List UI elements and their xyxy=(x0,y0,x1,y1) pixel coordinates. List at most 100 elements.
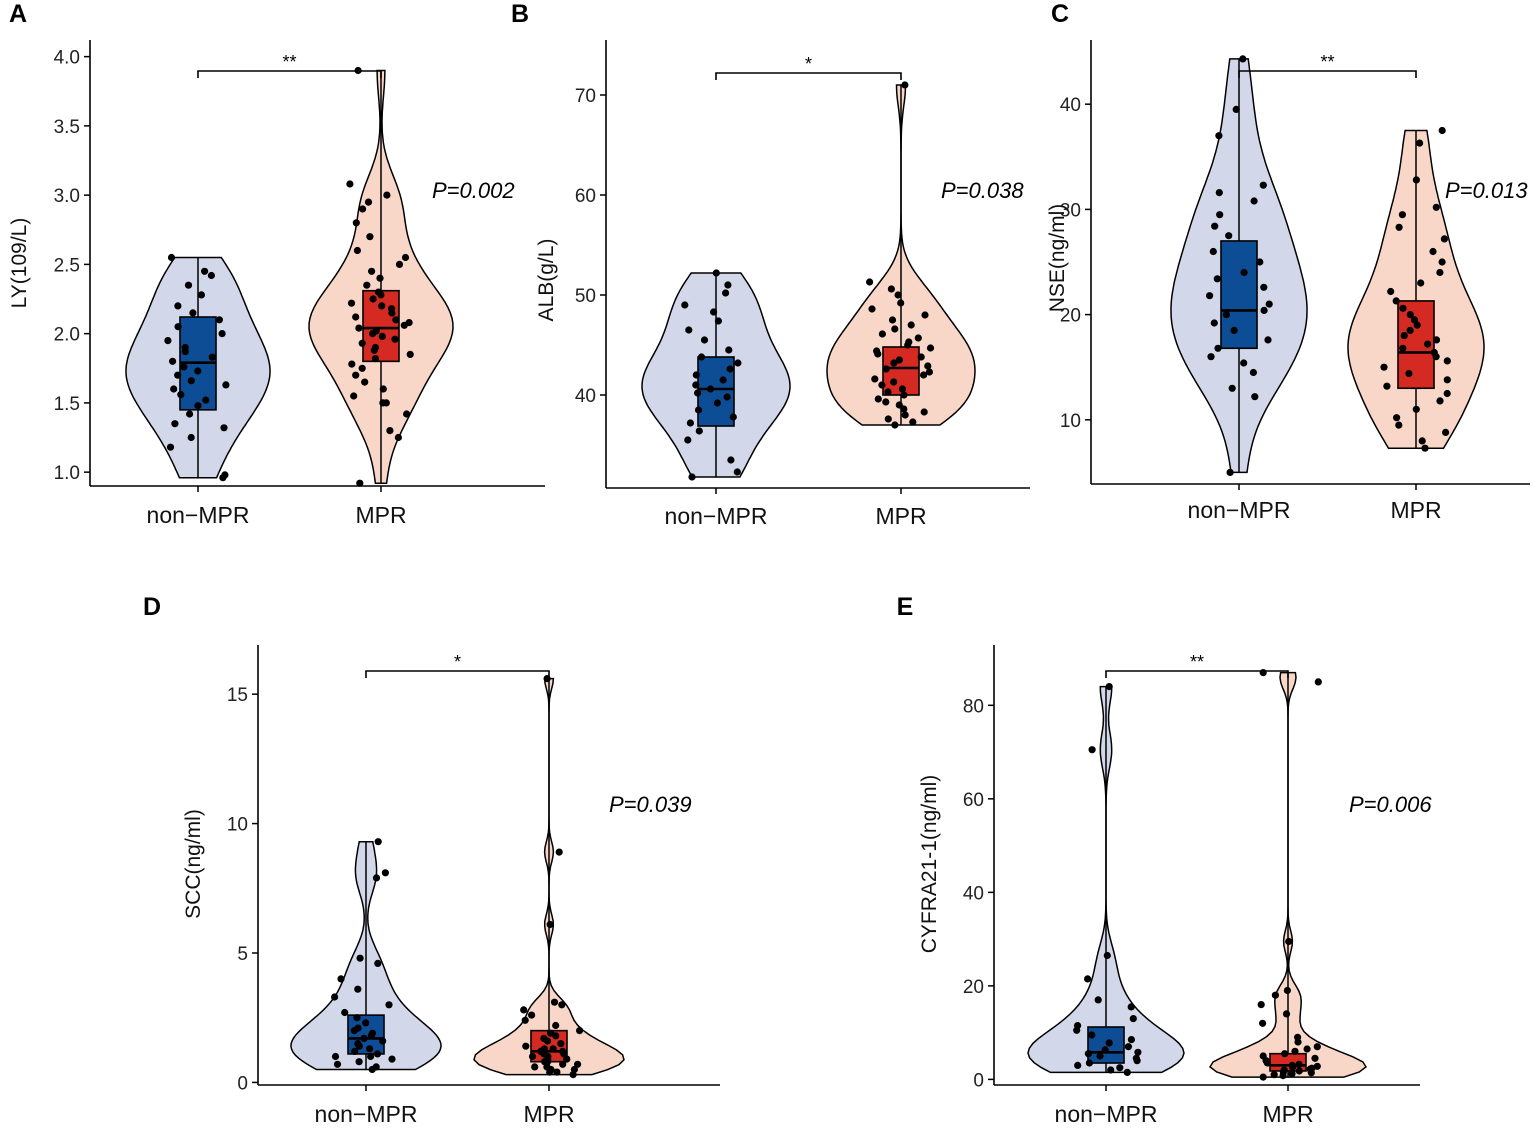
data-point xyxy=(218,330,226,338)
significance-bracket xyxy=(197,70,382,78)
data-point xyxy=(1209,247,1217,256)
data-point xyxy=(714,317,723,325)
data-point xyxy=(1103,951,1111,960)
data-point xyxy=(385,1001,393,1009)
data-point xyxy=(712,269,720,277)
data-point xyxy=(1285,937,1293,946)
data-point xyxy=(1412,405,1420,413)
data-point xyxy=(925,368,934,376)
y-tick-label: 4.0 xyxy=(54,48,80,69)
data-point xyxy=(1259,1052,1267,1060)
data-point xyxy=(362,1019,370,1027)
data-point xyxy=(1084,1050,1092,1058)
box-non-mpr xyxy=(1087,1026,1125,1064)
data-point xyxy=(878,330,887,338)
data-point xyxy=(177,391,185,399)
data-point xyxy=(1265,300,1273,308)
y-axis-label: NSE(ng/ml) xyxy=(1046,204,1069,313)
data-point xyxy=(1440,235,1448,243)
data-point xyxy=(170,385,178,393)
x-category-label: non−MPR xyxy=(147,502,250,528)
data-point xyxy=(1438,258,1446,266)
y-tick-label: 40 xyxy=(963,883,984,904)
data-point xyxy=(921,311,929,319)
x-category-label: non−MPR xyxy=(1055,1101,1158,1127)
panel-C: 10 20 30 40 C NSE(ng/ml) P=0.013 non−MPR MPR ** xyxy=(1046,0,1530,523)
data-point xyxy=(1380,363,1388,371)
data-point xyxy=(1240,359,1248,367)
data-point xyxy=(891,421,899,429)
data-point xyxy=(559,1047,567,1055)
data-point xyxy=(1116,1064,1124,1072)
x-category-label: non−MPR xyxy=(665,503,768,529)
data-point xyxy=(552,1021,560,1030)
data-point xyxy=(1250,197,1258,205)
data-point xyxy=(378,302,386,310)
data-point xyxy=(197,291,205,299)
data-point xyxy=(376,274,384,282)
data-point xyxy=(1313,1062,1321,1070)
data-point xyxy=(901,81,909,89)
significance-stars: ** xyxy=(1190,652,1204,672)
data-point xyxy=(891,325,899,333)
data-point xyxy=(1311,1054,1319,1062)
data-point xyxy=(1418,437,1426,445)
data-point xyxy=(184,281,193,289)
data-point xyxy=(355,324,363,332)
data-point xyxy=(1432,336,1441,344)
y-tick-label: 0 xyxy=(973,1070,984,1091)
data-point xyxy=(355,1058,363,1066)
data-point xyxy=(917,353,925,361)
y-tick-label: 15 xyxy=(227,685,248,706)
significance-bracket xyxy=(1238,70,1417,78)
y-tick-label: 80 xyxy=(963,696,984,717)
data-point xyxy=(358,339,366,347)
data-point xyxy=(1215,189,1223,197)
data-point xyxy=(202,396,210,404)
data-point xyxy=(394,433,402,442)
data-point xyxy=(1094,996,1102,1004)
data-point xyxy=(890,378,898,386)
y-tick-label: 5 xyxy=(237,944,248,965)
data-point xyxy=(1443,389,1451,398)
data-point xyxy=(1074,1061,1082,1069)
data-point xyxy=(1282,1010,1291,1018)
data-point xyxy=(353,1014,361,1022)
panel-B: 40 50 60 70 B ALB(g/L) P=0.038 non−MPR MPR * xyxy=(511,0,1030,529)
y-tick-label: 3.5 xyxy=(54,117,80,138)
data-point xyxy=(1308,1064,1316,1072)
box-mpr xyxy=(362,289,400,363)
data-point xyxy=(403,410,411,418)
data-point xyxy=(395,260,404,268)
data-point xyxy=(180,363,188,371)
y-tick-label: 50 xyxy=(575,286,596,307)
data-point xyxy=(331,993,339,1001)
y-tick-label: 60 xyxy=(575,186,596,207)
data-point xyxy=(186,410,194,418)
data-point xyxy=(1127,1036,1135,1044)
y-tick-label: 2.0 xyxy=(54,325,80,346)
data-point xyxy=(1088,1031,1096,1039)
data-point xyxy=(187,377,195,385)
y-tick-label: 60 xyxy=(963,790,984,811)
box-non-mpr xyxy=(1220,240,1258,350)
data-point xyxy=(522,1042,530,1050)
data-point xyxy=(890,359,898,367)
data-point xyxy=(392,316,400,324)
data-point xyxy=(207,271,215,280)
data-point xyxy=(1132,1054,1140,1062)
data-point xyxy=(909,418,917,426)
data-point xyxy=(898,385,907,393)
data-point xyxy=(1259,669,1267,677)
data-point xyxy=(724,281,732,289)
data-point xyxy=(727,456,735,464)
data-point xyxy=(868,305,876,313)
data-point xyxy=(1210,319,1218,327)
data-point xyxy=(546,920,554,929)
y-tick-label: 20 xyxy=(963,977,984,998)
data-point xyxy=(734,359,742,367)
x-category-label: MPR xyxy=(523,1101,574,1127)
data-point xyxy=(900,391,908,399)
data-point xyxy=(1421,444,1429,452)
